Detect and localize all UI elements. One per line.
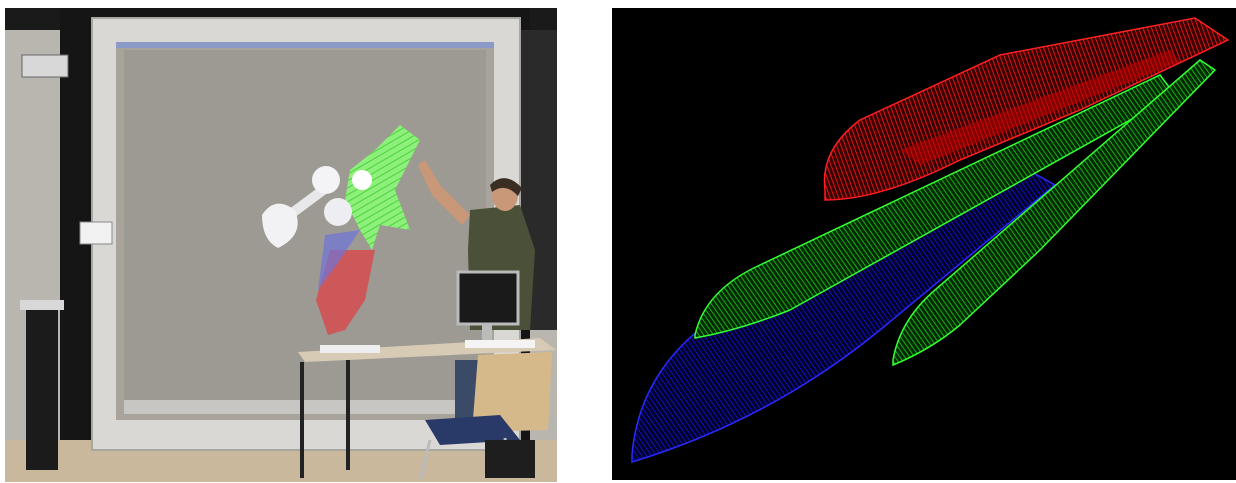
sphere xyxy=(312,166,340,194)
chair-seat xyxy=(425,415,520,445)
green-hull-left xyxy=(694,74,1177,339)
chair-leg xyxy=(418,439,432,481)
sphere xyxy=(324,198,352,226)
blue-hull xyxy=(631,159,1057,464)
screen-toolbar xyxy=(124,400,486,414)
monitor xyxy=(456,270,520,326)
papers xyxy=(465,340,535,348)
wireframe-render xyxy=(612,8,1236,480)
projected-canvas xyxy=(124,50,486,400)
green-hull-right xyxy=(892,59,1217,367)
blue-shape xyxy=(318,230,360,290)
laptop xyxy=(320,345,380,353)
wall-sign xyxy=(79,221,113,245)
camera xyxy=(21,54,69,78)
screen-titlebar xyxy=(116,42,494,48)
chair-back xyxy=(472,352,552,432)
speaker xyxy=(26,308,58,470)
green-fan xyxy=(345,125,420,250)
sphere xyxy=(352,170,372,190)
photo-room xyxy=(5,8,557,482)
computer-case xyxy=(485,440,535,478)
monitor-stand xyxy=(482,324,492,340)
speaker-top xyxy=(20,300,64,310)
dumbbell-end xyxy=(262,203,298,248)
red-hull-detail xyxy=(900,50,1180,165)
